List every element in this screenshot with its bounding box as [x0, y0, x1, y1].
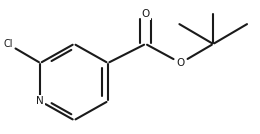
Text: N: N [36, 96, 44, 106]
Text: O: O [141, 9, 150, 19]
Text: Cl: Cl [3, 39, 12, 49]
Text: O: O [177, 58, 185, 68]
